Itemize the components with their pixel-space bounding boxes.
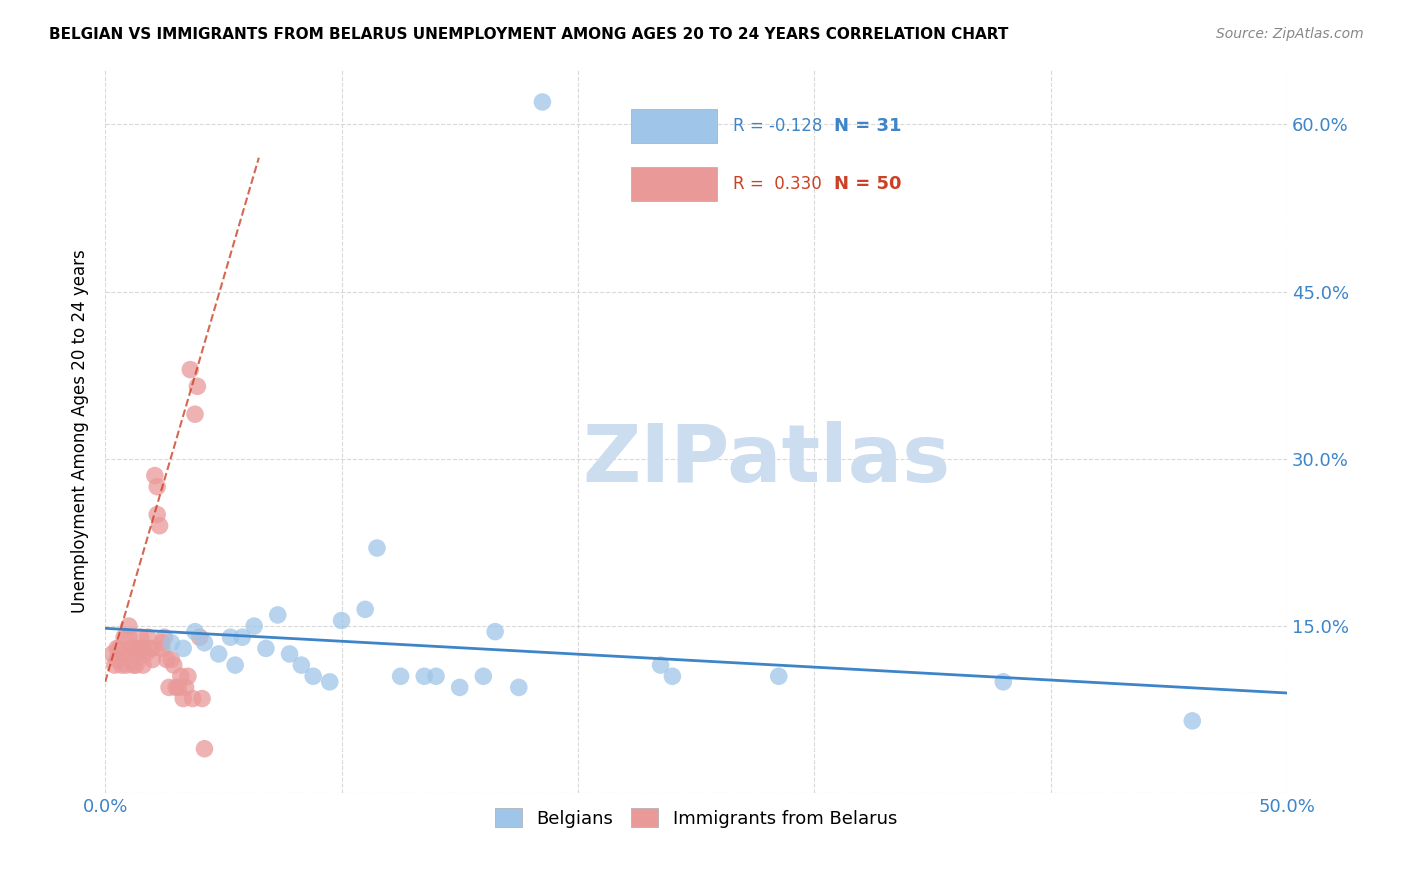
Y-axis label: Unemployment Among Ages 20 to 24 years: Unemployment Among Ages 20 to 24 years [72,249,89,613]
Point [278,647,301,661]
Point [413,669,436,683]
Point [104,658,127,673]
Point [160,652,183,666]
Point [661,669,683,683]
Point [139,641,162,656]
Point [172,641,194,656]
Text: Source: ZipAtlas.com: Source: ZipAtlas.com [1216,27,1364,41]
Point [254,641,277,656]
Point [484,624,506,639]
Point [188,630,211,644]
Point [472,669,495,683]
Point [118,619,141,633]
Point [132,641,155,656]
Point [366,541,388,555]
Point [224,658,246,673]
Point [290,658,312,673]
Point [153,630,176,644]
Point [115,658,138,673]
Point [389,669,412,683]
Point [112,630,135,644]
Point [105,652,128,666]
Point [184,407,207,421]
Point [146,480,169,494]
Point [193,636,215,650]
Point [302,669,325,683]
Point [165,681,187,695]
Point [156,652,179,666]
Point [191,691,214,706]
Point [157,681,180,695]
Point [129,641,152,656]
Point [219,630,242,644]
Point [531,95,554,109]
Point [208,647,231,661]
Point [172,691,194,706]
Point [150,636,173,650]
Point [170,669,193,683]
Point [193,741,215,756]
Point [111,658,134,673]
Point [148,518,170,533]
Point [267,607,290,622]
Point [243,619,266,633]
Point [354,602,377,616]
Point [125,641,148,656]
Point [330,614,353,628]
Point [141,652,163,666]
Point [160,636,183,650]
Point [125,658,148,673]
Point [122,647,145,661]
Point [134,647,156,661]
Point [112,647,135,661]
Point [129,630,152,644]
Point [174,681,197,695]
Point [141,641,163,656]
Point [136,630,159,644]
Point [425,669,447,683]
Point [122,658,145,673]
Point [508,681,530,695]
Point [108,641,131,656]
Point [1181,714,1204,728]
Point [127,647,149,661]
Point [449,681,471,695]
Text: ZIPatlas: ZIPatlas [583,421,950,499]
Point [650,658,672,673]
Point [181,691,204,706]
Point [146,508,169,522]
Point [186,379,208,393]
Point [105,641,128,656]
Point [101,647,124,661]
Point [177,669,200,683]
Point [150,641,173,656]
Point [179,362,201,376]
Point [143,468,166,483]
Legend: Belgians, Immigrants from Belarus: Belgians, Immigrants from Belarus [488,801,904,835]
Point [132,658,155,673]
Point [184,624,207,639]
Point [768,669,790,683]
Point [120,641,142,656]
Text: BELGIAN VS IMMIGRANTS FROM BELARUS UNEMPLOYMENT AMONG AGES 20 TO 24 YEARS CORREL: BELGIAN VS IMMIGRANTS FROM BELARUS UNEMP… [49,27,1008,42]
Point [231,630,253,644]
Point [118,630,141,644]
Point [163,658,186,673]
Point [319,674,342,689]
Point [993,674,1015,689]
Point [167,681,190,695]
